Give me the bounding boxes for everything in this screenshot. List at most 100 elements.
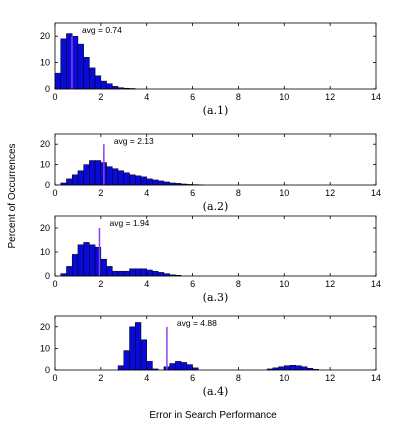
y-tick-label-3-0: 0 [45, 271, 50, 281]
bar-3-13 [129, 268, 136, 277]
bar-3-6 [89, 244, 96, 277]
x-tick-label-4-14: 14 [371, 373, 381, 383]
x-tick-label-1-2: 2 [98, 92, 103, 102]
bar-1-6 [83, 57, 90, 90]
bar-1-4 [71, 35, 79, 90]
y-tick-label-1-20: 20 [40, 31, 50, 41]
y-tick-label-1-10: 10 [40, 58, 50, 68]
bar-1-5 [77, 43, 84, 90]
avg-label-3: avg = 1.94 [109, 218, 149, 228]
panel-caption-4: (a.4) [203, 385, 229, 398]
bar-3-16 [146, 269, 153, 277]
bar-3-3 [71, 254, 79, 277]
x-tick-label-1-12: 12 [325, 92, 335, 102]
bar-3-17 [152, 270, 159, 277]
x-tick-label-3-6: 6 [190, 279, 195, 289]
bar-4-12 [186, 364, 193, 371]
bar-4-20 [301, 366, 308, 371]
bar-3-15 [140, 268, 147, 277]
x-tick-label-3-0: 0 [52, 279, 57, 289]
x-tick-label-1-4: 4 [144, 92, 149, 102]
bar-3-9 [106, 266, 113, 277]
bar-2-19 [163, 181, 170, 186]
y-tick-label-3-20: 20 [40, 223, 50, 233]
bar-2-10 [112, 168, 119, 186]
x-tick-label-1-0: 0 [52, 92, 57, 102]
panel-caption-1: (a.1) [203, 104, 229, 117]
bar-3-11 [117, 270, 125, 277]
x-tick-label-3-10: 10 [279, 279, 289, 289]
panel-caption-2: (a.2) [203, 200, 229, 213]
bar-1-1 [54, 72, 61, 90]
y-tick-label-3-10: 10 [40, 247, 50, 257]
bar-1-9 [100, 80, 107, 90]
y-tick-label-2-20: 20 [40, 139, 50, 149]
bar-3-5 [83, 242, 90, 277]
bar-1-10 [106, 83, 113, 90]
bar-4-17 [284, 365, 291, 371]
y-tick-label-4-10: 10 [40, 343, 50, 353]
axes-frame-4 [54, 315, 377, 371]
x-tick-label-4-4: 4 [144, 373, 149, 383]
bar-2-7 [94, 160, 102, 186]
bar-4-3 [129, 326, 136, 371]
panel-1: 0 2 4 6 8 10 12 14 0 10 20 avg = 0.74 (a.1) [40, 22, 381, 117]
bar-4-2 [123, 350, 130, 371]
x-tick-label-1-14: 14 [371, 92, 381, 102]
bar-2-2 [66, 178, 73, 186]
x-tick-label-3-4: 4 [144, 279, 149, 289]
y-tick-label-2-10: 10 [40, 160, 50, 170]
bar-4-10 [175, 361, 182, 371]
bar-2-17 [152, 179, 159, 186]
bar-2-18 [157, 180, 165, 186]
bar-3-18 [157, 272, 165, 277]
bar-3-14 [135, 268, 142, 277]
bar-2-11 [117, 170, 125, 186]
bar-2-13 [129, 174, 136, 186]
bar-1-8 [94, 75, 102, 90]
x-tick-label-2-14: 14 [371, 188, 381, 198]
bar-4-6 [146, 361, 153, 371]
x-tick-label-2-2: 2 [98, 188, 103, 198]
bar-2-6 [89, 160, 96, 186]
x-tick-label-2-0: 0 [52, 188, 57, 198]
bar-3-4 [77, 244, 84, 277]
x-tick-label-3-2: 2 [98, 279, 103, 289]
bar-2-12 [123, 172, 130, 186]
x-tick-label-3-12: 12 [325, 279, 335, 289]
x-tick-label-4-2: 2 [98, 373, 103, 383]
x-tick-label-4-6: 6 [190, 373, 195, 383]
avg-label-1: avg = 0.74 [82, 25, 122, 35]
x-tick-label-2-6: 6 [190, 188, 195, 198]
y-tick-label-1-0: 0 [45, 84, 50, 94]
bar-1-2 [60, 38, 67, 90]
bar-4-4 [135, 322, 142, 371]
x-tick-label-3-8: 8 [236, 279, 241, 289]
bar-4-11 [180, 362, 188, 371]
bar-3-8 [100, 258, 107, 277]
bar-2-4 [77, 170, 84, 186]
bar-4-5 [140, 339, 147, 371]
x-axis-label: Error in Search Performance [149, 410, 277, 421]
bar-2-3 [71, 174, 79, 186]
axes-frame-3 [54, 215, 377, 277]
x-tick-label-2-8: 8 [236, 188, 241, 198]
y-axis-label: Percent of Occurrences [7, 143, 18, 248]
bar-3-2 [66, 266, 73, 277]
panel-4: 0 2 4 6 8 10 12 14 0 10 20 avg = 4.88 (a.4) [40, 315, 381, 398]
bar-4-19 [295, 365, 302, 371]
x-tick-label-4-8: 8 [236, 373, 241, 383]
avg-label-4: avg = 4.88 [177, 318, 217, 328]
x-tick-label-1-6: 6 [190, 92, 195, 102]
panel-3: 0 2 4 6 8 10 12 14 0 10 20 avg = 1.94 (a.3) [40, 215, 381, 304]
bar-3-12 [123, 270, 130, 277]
bar-3-10 [112, 270, 119, 277]
bar-2-16 [146, 178, 153, 186]
x-tick-label-1-8: 8 [236, 92, 241, 102]
bar-2-9 [106, 166, 113, 186]
x-tick-label-4-0: 0 [52, 373, 57, 383]
x-tick-label-2-10: 10 [279, 188, 289, 198]
avg-label-2: avg = 2.13 [114, 136, 154, 146]
x-tick-label-2-4: 4 [144, 188, 149, 198]
bar-4-1 [117, 365, 125, 371]
